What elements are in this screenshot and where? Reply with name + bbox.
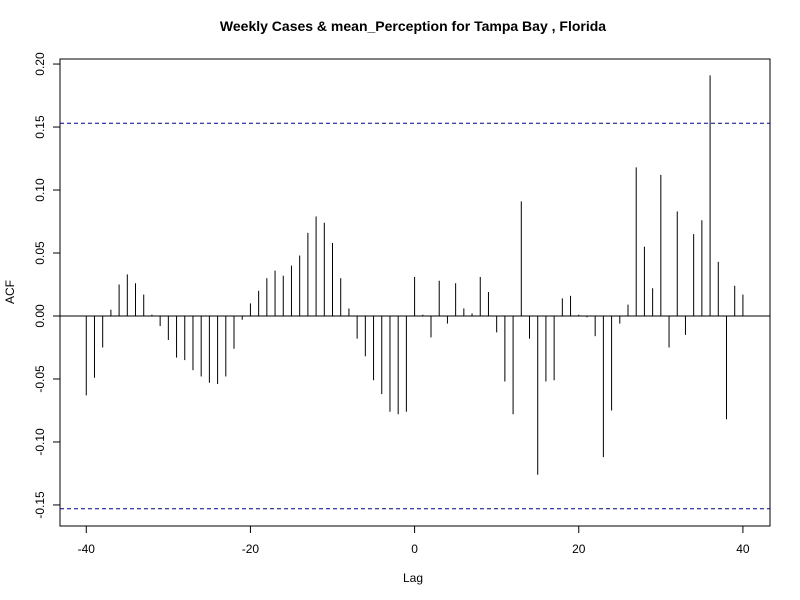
y-tick-label: 0.15: [33, 115, 47, 139]
x-tick-label: 0: [411, 542, 418, 556]
y-tick-label: 0.00: [33, 304, 47, 328]
y-axis-label: ACF: [3, 280, 17, 304]
y-tick-label: 0.10: [33, 178, 47, 202]
x-tick-label: -40: [78, 542, 96, 556]
y-tick-label: -0.05: [33, 365, 47, 393]
chart-title: Weekly Cases & mean_Perception for Tampa…: [220, 18, 606, 34]
y-tick-label: 0.20: [33, 52, 47, 76]
y-tick-label: -0.10: [33, 428, 47, 456]
x-tick-label: 40: [736, 542, 750, 556]
y-tick-label: 0.05: [33, 241, 47, 265]
x-tick-label: -20: [242, 542, 260, 556]
y-tick-label: -0.15: [33, 491, 47, 519]
x-tick-label: 20: [572, 542, 586, 556]
x-axis-label: Lag: [403, 571, 423, 585]
